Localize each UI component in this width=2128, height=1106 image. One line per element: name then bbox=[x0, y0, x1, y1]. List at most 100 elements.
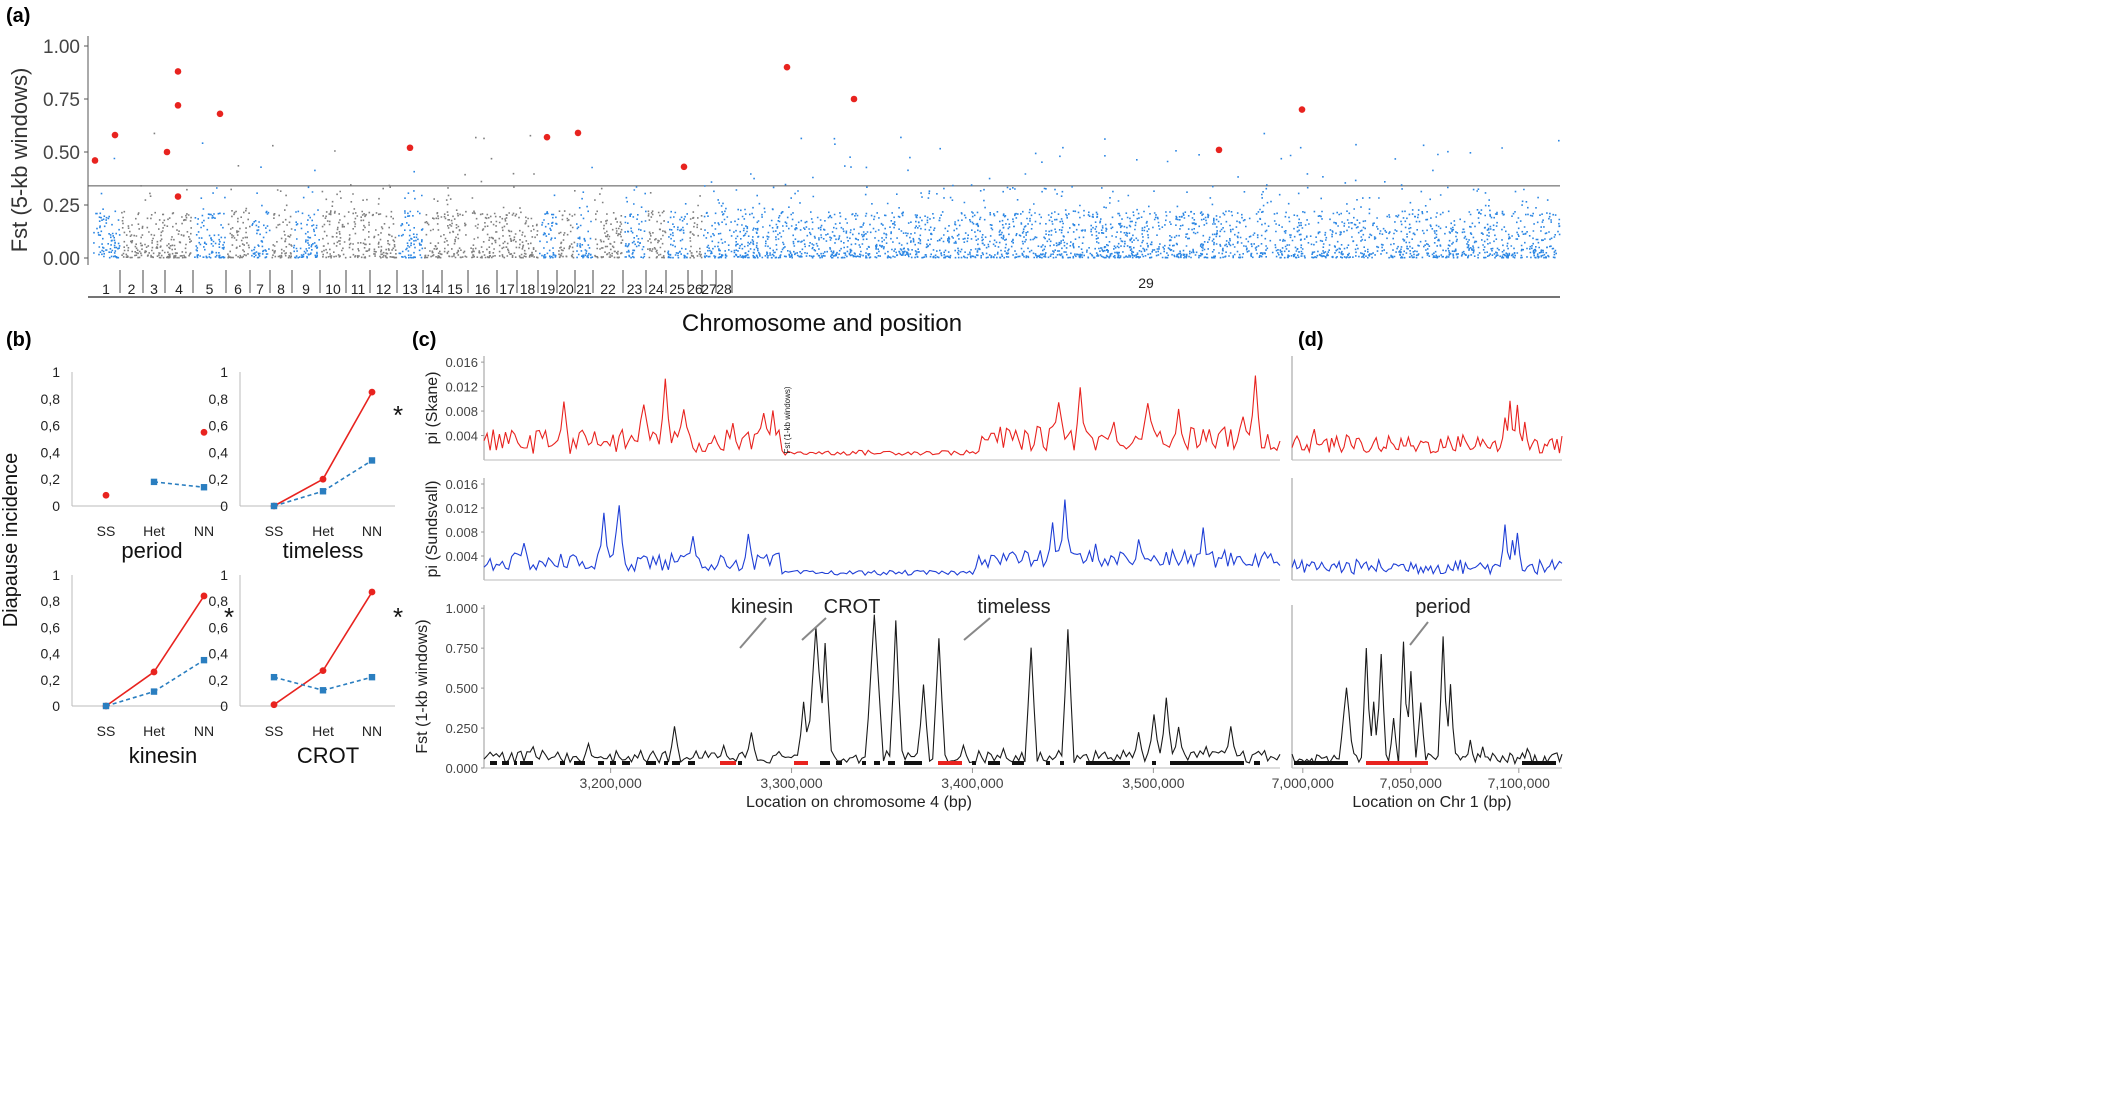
chromosome-points-15 bbox=[443, 173, 468, 259]
y-tick-label: 0.008 bbox=[445, 404, 478, 419]
chromosome-points-21 bbox=[576, 166, 594, 259]
highlight-point bbox=[850, 95, 858, 103]
highlight-point bbox=[163, 148, 171, 156]
y-tick-label: 0.75 bbox=[43, 90, 80, 111]
highlight-point bbox=[543, 133, 551, 141]
y-tick-label: 0.250 bbox=[445, 721, 478, 736]
y-tick-label: 0.004 bbox=[445, 549, 478, 564]
y-tick-label: 0,2 bbox=[41, 672, 61, 688]
track-y-axis-title: pi (Sundsvall) bbox=[424, 481, 441, 578]
gene-annotation: period bbox=[1415, 596, 1471, 618]
x-tick-label: SS bbox=[265, 523, 284, 539]
chromosome-label: 8 bbox=[277, 281, 285, 297]
panel-c-plots: 0.004 0.008 0.012 0.016 pi (Skane) 0.004 0.008… bbox=[414, 355, 1281, 811]
panel-d-label: (d) bbox=[1298, 329, 1324, 351]
chromosome-points-5 bbox=[194, 142, 226, 259]
chromosome-points-29 bbox=[733, 132, 1561, 259]
y-tick-label: 0 bbox=[52, 698, 60, 714]
y-tick-label: 0.012 bbox=[445, 380, 478, 395]
y-tick-label: 0.008 bbox=[445, 525, 478, 540]
y-tick-label: 0.004 bbox=[445, 429, 478, 444]
data-point bbox=[270, 701, 278, 709]
data-point bbox=[319, 687, 327, 694]
data-point bbox=[200, 428, 208, 436]
highlight-point bbox=[216, 110, 224, 118]
y-tick-label: 1.00 bbox=[43, 37, 80, 58]
chromosome-points-3 bbox=[144, 132, 166, 259]
chromosome-label: 6 bbox=[234, 281, 242, 297]
y-tick-label: 0.750 bbox=[445, 641, 478, 656]
x-tick-label: 3,200,000 bbox=[579, 775, 641, 791]
chromosome-points-26 bbox=[689, 195, 703, 259]
x-tick-label: 3,300,000 bbox=[760, 775, 822, 791]
x-tick-label: 3,500,000 bbox=[1122, 775, 1184, 791]
y-tick-label: 0,8 bbox=[209, 593, 229, 609]
panel-b-label: (b) bbox=[6, 329, 32, 351]
data-point bbox=[102, 702, 110, 710]
data-point bbox=[368, 457, 376, 464]
gene-label: CROT bbox=[297, 743, 359, 768]
highlight-point bbox=[174, 68, 182, 75]
y-tick-label: 0,2 bbox=[209, 672, 229, 688]
chromosome-points-16 bbox=[470, 136, 498, 259]
y-tick-label: 0,8 bbox=[41, 391, 61, 407]
chromosome-label: 7 bbox=[256, 281, 264, 297]
panel-c-label: (c) bbox=[412, 329, 436, 351]
significance-star: * bbox=[393, 602, 403, 632]
y-tick-label: 0.000 bbox=[445, 761, 478, 776]
data-point bbox=[319, 667, 327, 675]
chromosome-points-1 bbox=[93, 157, 121, 259]
x-tick-label: NN bbox=[194, 523, 214, 539]
x-tick-label: SS bbox=[97, 523, 116, 539]
x-tick-label: 3,400,000 bbox=[941, 775, 1003, 791]
y-tick-label: 0.012 bbox=[445, 501, 478, 516]
chromosome-label: 14 bbox=[425, 281, 441, 297]
series-line bbox=[273, 676, 324, 692]
x-tick-label: Het bbox=[143, 523, 165, 539]
y-tick-label: 0,4 bbox=[209, 444, 229, 460]
chromosome-points-2 bbox=[121, 185, 144, 259]
small-fst-label: Fst (1-kb windows) bbox=[783, 386, 792, 453]
gene-label: timeless bbox=[283, 538, 364, 563]
chromosome-label: 23 bbox=[627, 281, 643, 297]
y-tick-label: 0,4 bbox=[41, 646, 61, 662]
x-tick-label: 7,000,000 bbox=[1272, 775, 1334, 791]
chromosome-label: 15 bbox=[447, 281, 463, 297]
highlight-point bbox=[91, 157, 99, 164]
data-point bbox=[150, 688, 158, 695]
data-point bbox=[270, 502, 278, 510]
data-point bbox=[368, 588, 376, 596]
chromosome-points-24 bbox=[647, 192, 667, 259]
gene-annotation: kinesin bbox=[731, 596, 793, 618]
chromosome-label: 3 bbox=[150, 281, 158, 297]
highlight-point bbox=[1298, 106, 1306, 113]
chromosome-label: 17 bbox=[499, 281, 515, 297]
panel-a-chromosome-labels: 1 2 3 4 5 6 7 8 9 10 11 12 13 14 15 16 17 18 19 20 21 22 23 24 2… bbox=[88, 270, 1560, 298]
data-point bbox=[368, 673, 376, 681]
chromosome-label: 19 bbox=[540, 281, 556, 297]
chromosome-points-11 bbox=[347, 184, 371, 259]
panel-a-points bbox=[91, 63, 1561, 259]
x-tick-label: Het bbox=[312, 523, 334, 539]
x-tick-label: NN bbox=[362, 523, 382, 539]
data-point bbox=[102, 491, 110, 499]
pi-skane-line bbox=[483, 375, 1281, 456]
chromosome-label: 28 bbox=[716, 281, 732, 297]
data-point bbox=[150, 668, 158, 676]
series-line bbox=[322, 676, 373, 692]
chromosome-label: 5 bbox=[206, 281, 214, 297]
y-tick-label: 0 bbox=[220, 498, 228, 514]
x-axis-title: Location on Chr 1 (bp) bbox=[1352, 794, 1511, 811]
chromosome-points-18 bbox=[518, 134, 539, 259]
y-tick-label: 1 bbox=[52, 567, 60, 583]
panel-a-y-axis-title: Fst (5-kb windows) bbox=[7, 68, 32, 253]
figure: (a) 0.000.250.500.751.00 1 2 3 4 5 6 7 8 9 10 11 12… bbox=[0, 5, 1563, 811]
y-tick-label: 0.50 bbox=[43, 143, 80, 164]
chromosome-label: 2 bbox=[128, 281, 136, 297]
pi-skane-line bbox=[1291, 400, 1563, 454]
series-line bbox=[273, 490, 324, 507]
chromosome-label: 10 bbox=[325, 281, 341, 297]
x-tick-label: Het bbox=[143, 723, 165, 739]
chromosome-label: 12 bbox=[376, 281, 392, 297]
